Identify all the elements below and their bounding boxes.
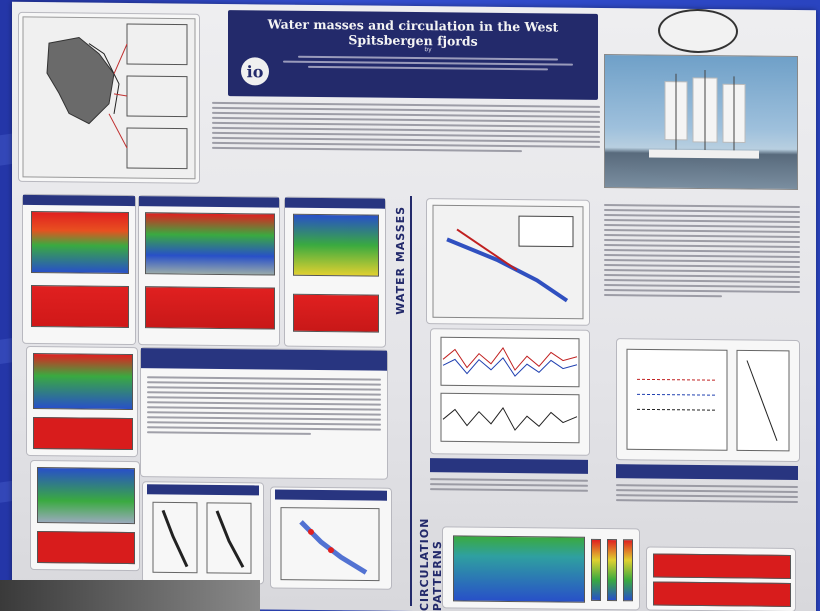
spitsbergen-map — [22, 16, 196, 180]
ts-diagram-panel-2 — [270, 486, 392, 590]
poster-board: Water masses and circulation in the West… — [12, 1, 816, 611]
heatmap-section — [453, 535, 585, 603]
color-scale — [591, 538, 601, 601]
sailing-ship-photo — [604, 53, 798, 191]
right-text-block — [604, 203, 800, 301]
transect-panel-4 — [26, 345, 138, 458]
water-masses-label: WATER MASSES — [394, 205, 407, 315]
panel-header-bar — [275, 489, 387, 501]
poster-title-box: Water masses and circulation in the West… — [228, 10, 598, 100]
institute-logo: io — [241, 57, 269, 86]
fjord-map — [432, 204, 584, 320]
heatmap-section — [37, 531, 135, 565]
ship-emblem-logo — [658, 8, 738, 54]
heatmap-section — [33, 417, 133, 451]
heatmap-section — [293, 213, 379, 277]
panel-header-bar — [147, 484, 259, 496]
heatmap-section — [145, 286, 275, 330]
timeseries-caption — [430, 458, 588, 495]
heatmap-section — [31, 210, 129, 275]
transect-panel-1 — [22, 193, 136, 346]
transect-panel-2 — [138, 195, 280, 347]
ts-diagram-panel-1 — [142, 481, 264, 585]
heatmap-section — [653, 581, 791, 607]
poster-authors: by — [268, 44, 588, 73]
heatmap-section — [37, 467, 135, 525]
heatmap-section — [145, 212, 275, 276]
transect-panel-3 — [284, 196, 386, 348]
floor-foreground — [0, 580, 260, 611]
color-scale — [623, 539, 633, 602]
panel-header-bar — [23, 194, 135, 207]
fjord-map-panel — [426, 198, 590, 326]
map-panel — [18, 11, 200, 184]
panel-header-bar — [139, 196, 279, 208]
circulation-red-panel — [646, 546, 796, 611]
section-divider — [410, 195, 412, 606]
circulation-section-panel — [442, 526, 640, 611]
heatmap-section — [653, 553, 791, 579]
svg-text:io: io — [247, 62, 264, 81]
profile-panel — [616, 338, 800, 463]
heatmap-section — [293, 293, 379, 333]
heatmap-section — [31, 284, 129, 329]
profile-chart — [626, 348, 790, 452]
profile-caption — [616, 464, 798, 506]
results-text-panel — [140, 347, 388, 480]
panel-header-bar — [141, 348, 387, 371]
timeseries-panel — [430, 328, 590, 456]
color-scale — [607, 539, 617, 602]
scatter-diagram — [280, 507, 380, 582]
scatter-diagram — [152, 501, 252, 574]
panel-header-bar — [285, 197, 385, 209]
ship-silhouette — [649, 70, 759, 159]
heatmap-section — [33, 353, 133, 411]
timeseries-chart — [440, 336, 580, 444]
transect-panel-5 — [30, 459, 140, 572]
abstract-text — [212, 101, 600, 156]
